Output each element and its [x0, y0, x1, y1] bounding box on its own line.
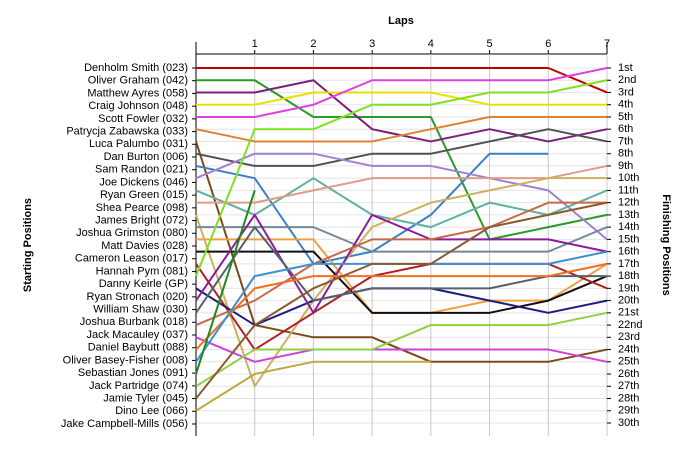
driver-line: [196, 67, 608, 94]
finish-label: 3rd: [618, 86, 634, 98]
start-label: Cameron Leason (017): [75, 253, 188, 265]
driver-line: [196, 164, 608, 204]
finish-label: 23rd: [618, 331, 640, 343]
driver-line: [195, 226, 607, 314]
finish-label: 21st: [618, 307, 639, 319]
y-axis-label: Starting Positions: [22, 198, 34, 292]
y2-axis-label: Finishing Positions: [660, 194, 672, 295]
driver-line: [195, 201, 607, 326]
start-label: Jack Macauley (037): [87, 329, 189, 341]
finish-label: 30th: [618, 417, 639, 429]
finish-label: 29th: [618, 405, 639, 417]
start-label: Ryan Green (015): [100, 189, 188, 201]
finish-label: 13th: [618, 209, 639, 221]
finish-label: 14th: [618, 221, 639, 233]
start-label: Shea Pearce (098): [96, 202, 188, 214]
finish-label: 17th: [618, 258, 639, 270]
finish-label: 20th: [618, 294, 639, 306]
finish-label: 1st: [618, 62, 633, 74]
x-tick-label: 4: [428, 38, 434, 50]
start-label: Jake Campbell-Mills (056): [61, 418, 188, 430]
driver-line: [195, 190, 256, 375]
driver-line: [195, 79, 608, 277]
x-tick-label: 7: [604, 38, 610, 50]
finish-label: 6th: [618, 123, 633, 135]
start-label: Craig Johnson (048): [88, 100, 188, 112]
finish-label: 18th: [618, 270, 639, 282]
finish-label: 5th: [618, 111, 633, 123]
finish-label: 12th: [618, 197, 639, 209]
start-label: Scott Fowler (032): [98, 113, 188, 125]
start-label: Matt Davies (028): [101, 240, 188, 252]
driver-line: [195, 311, 608, 388]
driver-line: [195, 287, 608, 327]
chart-title: Laps: [388, 15, 414, 27]
start-label: William Shaw (030): [93, 303, 188, 315]
start-label: Jack Partridge (074): [89, 380, 188, 392]
finish-label: 19th: [618, 282, 639, 294]
start-label: Joshua Burbank (018): [80, 316, 188, 328]
driver-line: [195, 152, 608, 241]
driver-line: [196, 250, 608, 314]
driver-line: [196, 91, 607, 106]
x-tick-label: 2: [310, 38, 316, 50]
finish-label: 24th: [618, 343, 639, 355]
start-label: Sebastian Jones (091): [78, 367, 188, 379]
x-tick-label: 5: [487, 38, 493, 50]
start-label: Joe Dickens (046): [99, 176, 188, 188]
start-label: Luca Palumbo (031): [89, 138, 188, 150]
finish-label: 10th: [618, 172, 639, 184]
finish-label: 16th: [618, 246, 639, 258]
driver-line: [196, 226, 608, 253]
x-tick-label: 3: [369, 38, 375, 50]
start-label: Ryan Stronach (020): [87, 291, 189, 303]
start-label: Patrycja Zabawska (033): [66, 125, 188, 137]
finish-label: 26th: [618, 368, 639, 380]
start-label: Oliver Graham (042): [88, 75, 188, 87]
start-label: Dino Lee (066): [115, 405, 188, 417]
driver-line: [195, 360, 431, 412]
finish-label: 28th: [618, 392, 639, 404]
driver-line: [195, 213, 608, 314]
start-label: Danny Keirle (GP): [99, 278, 188, 290]
driver-line: [195, 250, 608, 363]
driver-line: [196, 67, 608, 118]
finish-label: 4th: [618, 99, 633, 111]
finish-label: 7th: [618, 135, 633, 147]
driver-line: [195, 177, 608, 229]
start-label: Matthew Ayres (058): [87, 87, 188, 99]
x-tick-label: 1: [252, 38, 258, 50]
driver-line: [195, 201, 608, 400]
start-label: Jamie Tyler (045): [103, 392, 188, 404]
x-tick-label: 6: [545, 38, 551, 50]
finish-label: 9th: [618, 160, 633, 172]
start-label: Joshua Grimston (080): [76, 227, 188, 239]
start-label: James Bright (072): [95, 214, 188, 226]
start-label: Sam Randon (021): [95, 164, 188, 176]
start-label: Dan Burton (006): [104, 151, 188, 163]
driver-line: [196, 79, 608, 241]
finish-label: 15th: [618, 233, 639, 245]
finish-label: 22nd: [618, 319, 642, 331]
driver-line: [195, 336, 608, 363]
start-label: Denholm Smith (023): [84, 62, 188, 74]
finish-label: 2nd: [618, 74, 636, 86]
finish-label: 11th: [618, 184, 639, 196]
start-label: Daniel Baybutt (088): [88, 342, 188, 354]
finish-label: 25th: [618, 356, 639, 368]
driver-line: [195, 128, 608, 167]
driver-line: [196, 79, 608, 143]
start-label: Oliver Basey-Fisher (008): [63, 354, 188, 366]
driver-line: [195, 115, 607, 143]
finish-label: 27th: [618, 380, 639, 392]
start-label: Hannah Pym (081): [96, 265, 188, 277]
finish-label: 8th: [618, 148, 633, 160]
driver-line: [195, 262, 608, 351]
driver-line: [195, 177, 607, 388]
